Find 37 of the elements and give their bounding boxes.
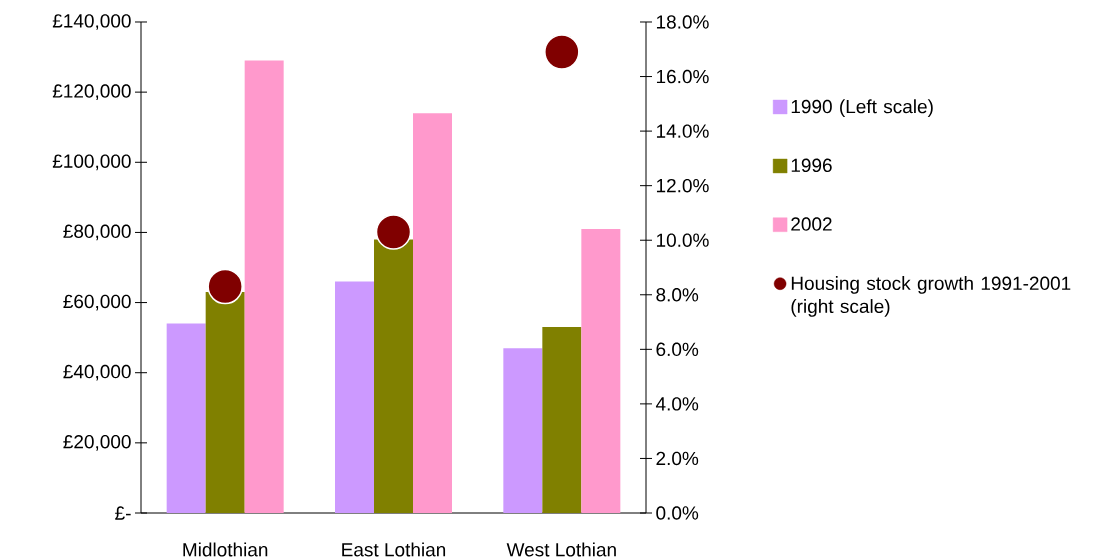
- bar: [244, 60, 284, 513]
- legend-label: 2002: [791, 217, 832, 231]
- y2-tick-label: 6.0%: [656, 342, 699, 357]
- bar: [413, 113, 452, 513]
- y-tick-label: £120,000: [52, 84, 131, 100]
- bar: [335, 281, 374, 513]
- x-tick-label: West Lothian: [506, 542, 616, 557]
- bar: [542, 327, 582, 513]
- y2-tick-label: 8.0%: [656, 288, 699, 302]
- legend-label: 1990 (Left scale): [791, 99, 933, 118]
- point: [375, 214, 412, 250]
- y2-tick-label: 10.0%: [656, 233, 709, 247]
- bar: [166, 323, 206, 513]
- x-tick-label: East Lothian: [342, 542, 446, 557]
- point: [544, 34, 580, 70]
- y-tick-label: £60,000: [63, 294, 131, 311]
- y-tick-label: £80,000: [63, 224, 131, 241]
- y-tick-label: £140,000: [52, 14, 131, 30]
- legend-label: Housing stock growth 1991-2001 (right scale): [791, 276, 1071, 317]
- y2-tick-label: 18.0%: [656, 15, 709, 29]
- bar: [374, 239, 413, 513]
- y2-tick-label: 14.0%: [656, 124, 709, 138]
- y2-tick-label: 12.0%: [656, 178, 709, 193]
- y-tick-label: £100,000: [52, 154, 131, 171]
- y2-tick-label: 16.0%: [656, 69, 709, 84]
- bar: [581, 228, 621, 513]
- x-tick-label: Midlothian: [183, 542, 268, 557]
- y-tick-label: £40,000: [63, 364, 131, 381]
- point: [207, 268, 243, 305]
- legend-label: 1996: [791, 158, 832, 173]
- y-tick-label: £20,000: [63, 435, 131, 451]
- bar: [503, 348, 543, 513]
- y2-tick-label: 4.0%: [655, 397, 699, 411]
- y2-tick-label: 2.0%: [656, 451, 699, 466]
- bar: [205, 292, 245, 513]
- y-tick-label: £-: [115, 506, 131, 520]
- y2-tick-label: 0.0%: [656, 506, 699, 520]
